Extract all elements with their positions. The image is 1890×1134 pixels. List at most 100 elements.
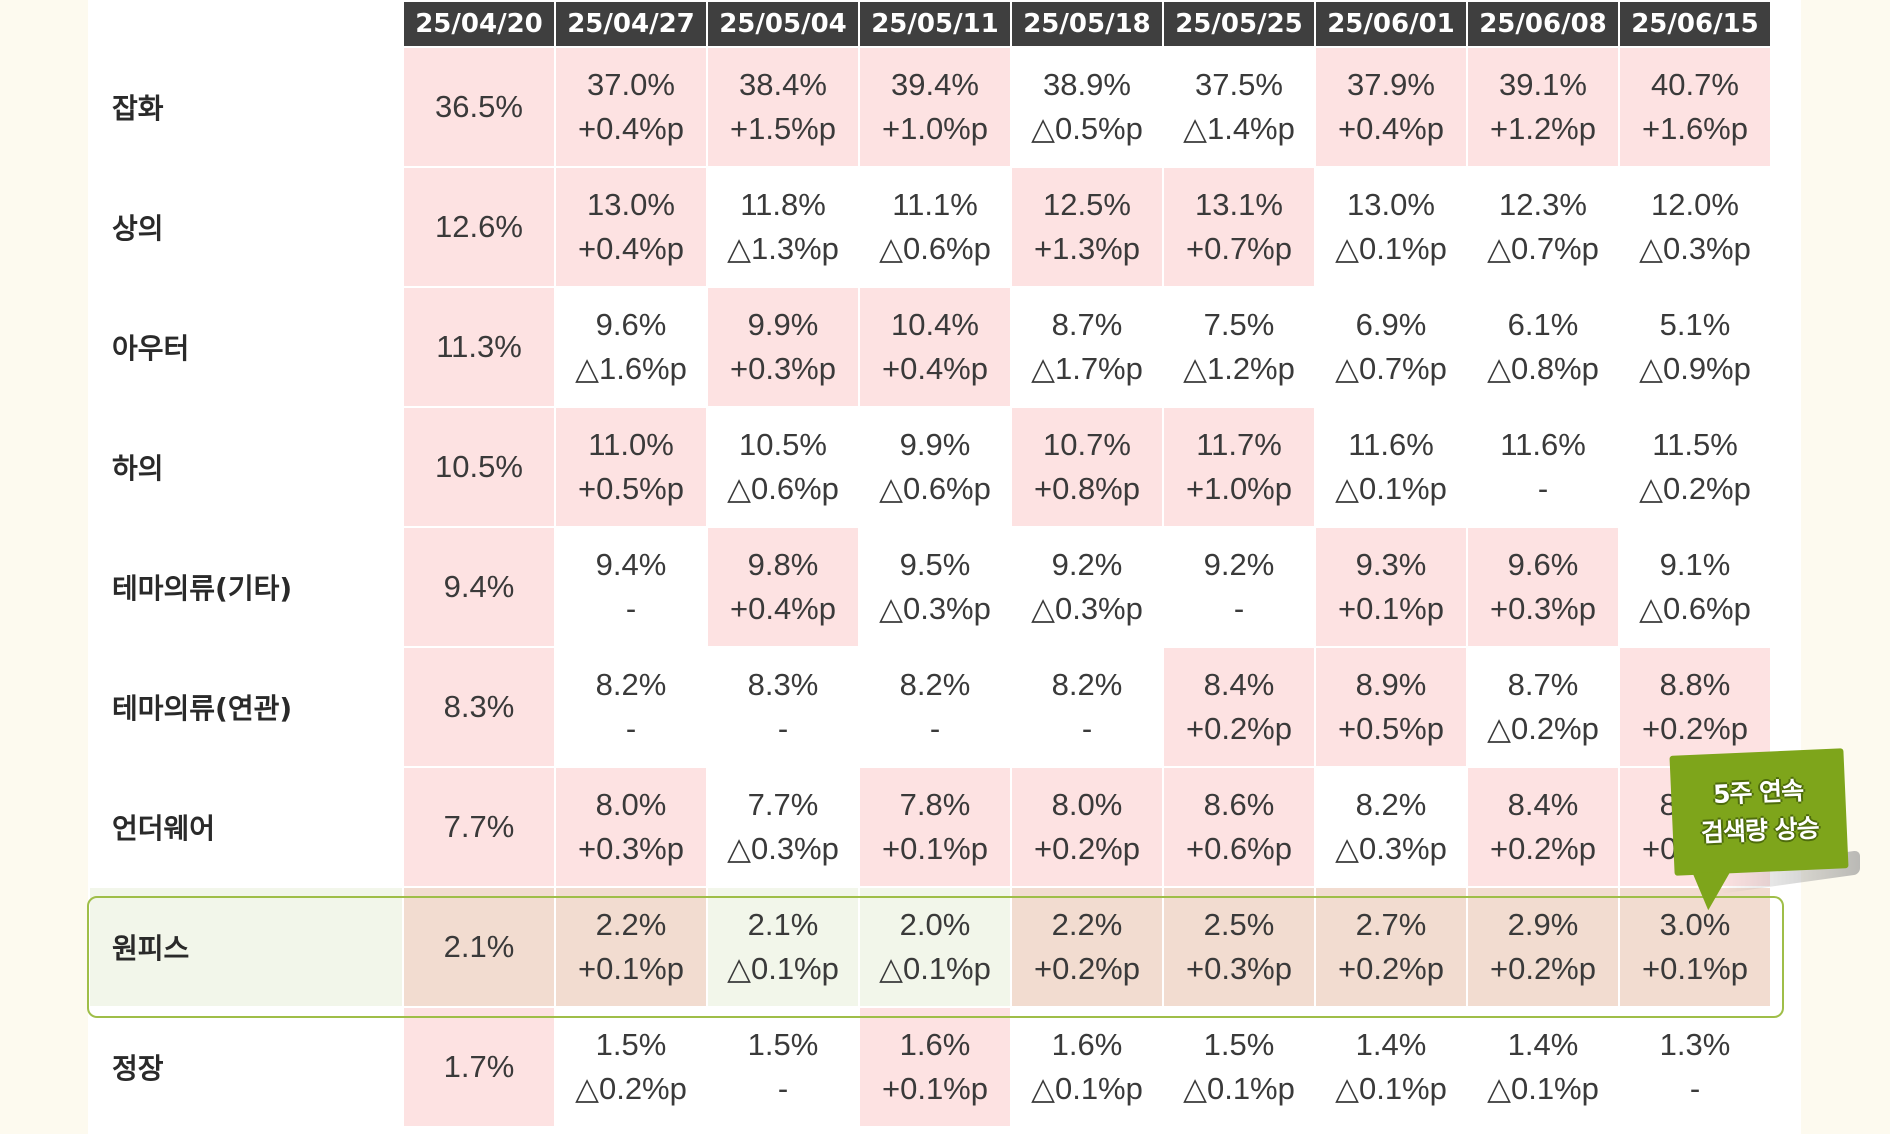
value-cell: 1.4% △0.1%p [1316,1008,1466,1126]
change-value: △0.1%p [1335,231,1447,266]
share-value: 7.7% [747,787,819,822]
value-cell: 9.5% △0.3%p [860,528,1010,646]
change-value: +1.5%p [729,111,836,146]
table-row: 잡화 36.5% 37.0% +0.4%p 38.4% +1.5%p 39.4% +1.0%p… [90,48,1770,166]
change-value: +0.6%p [1185,831,1292,866]
share-value: 7.5% [1203,307,1275,342]
value-cell: 8.6% +0.6%p [1164,768,1314,886]
change-value: +0.2%p [1337,951,1444,986]
share-value: 2.2% [1051,907,1123,942]
value-cell: 8.0% +0.2%p [1012,768,1162,886]
value-cell: 9.9% +0.3%p [708,288,858,406]
share-value: 8.0% [595,787,667,822]
change-value: △0.5%p [1031,111,1143,146]
value-cell: 9.2% - [1164,528,1314,646]
value-cell: 6.9% △0.7%p [1316,288,1466,406]
change-value: - [625,591,637,626]
value-cell: 2.1% [404,888,554,1006]
value-cell: 5.1% △0.9%p [1620,288,1770,406]
share-value: 8.4% [1507,787,1579,822]
change-value: - [1081,711,1093,746]
change-value: △0.1%p [1487,1071,1599,1106]
share-value: 12.0% [1651,187,1739,222]
share-value: 6.1% [1507,307,1579,342]
column-header-date: 25/05/11 [860,2,1010,46]
value-cell: 11.0% +0.5%p [556,408,706,526]
value-cell: 38.4% +1.5%p [708,48,858,166]
change-value: - [1537,471,1549,506]
value-cell: 10.5% [404,408,554,526]
value-cell: 7.5% △1.2%p [1164,288,1314,406]
value-cell: 7.7% △0.3%p [708,768,858,886]
change-value: △0.2%p [1639,471,1751,506]
share-value: 6.9% [1355,307,1427,342]
change-value: +0.3%p [1489,591,1596,626]
row-category-label: 원피스 [90,888,402,1006]
change-value: △0.7%p [1335,351,1447,386]
value-cell: 2.2% +0.2%p [1012,888,1162,1006]
value-cell: 2.9% +0.2%p [1468,888,1618,1006]
change-value: - [777,711,789,746]
share-value: 9.9% [899,427,971,462]
share-value: 38.4% [739,67,827,102]
share-value: 1.4% [1507,1027,1579,1062]
change-value: △0.1%p [1031,1071,1143,1106]
change-value: △0.6%p [1639,591,1751,626]
share-value: 2.5% [1203,907,1275,942]
change-value: +0.2%p [1489,831,1596,866]
share-value: 1.5% [747,1027,819,1062]
value-cell: 8.9% +0.5%p [1316,648,1466,766]
header-corner [90,2,402,46]
row-category-label: 상의 [90,168,402,286]
change-value: △0.3%p [727,831,839,866]
category-share-table: 25/04/20 25/04/27 25/05/04 25/05/11 25/05/18… [88,0,1772,1128]
header-row: 25/04/20 25/04/27 25/05/04 25/05/11 25/05/18… [90,2,1770,46]
share-value: 37.5% [1195,67,1283,102]
change-value: △0.7%p [1487,231,1599,266]
value-cell: 8.8% +0.2%p [1620,648,1770,766]
share-value: 36.5% [435,89,523,124]
callout-badge: 5주 연속 검색량 상승 [1669,748,1849,911]
change-value: +0.1%p [881,831,988,866]
share-value: 1.5% [1203,1027,1275,1062]
share-value: 3.0% [1659,907,1731,942]
callout-pointer [1692,871,1733,911]
change-value: +0.3%p [1185,951,1292,986]
share-value: 40.7% [1651,67,1739,102]
change-value: △0.2%p [575,1071,687,1106]
change-value: +0.4%p [577,111,684,146]
value-cell: 10.4% +0.4%p [860,288,1010,406]
value-cell: 40.7% +1.6%p [1620,48,1770,166]
share-value: 8.9% [1355,667,1427,702]
share-value: 13.0% [1347,187,1435,222]
share-value: 8.7% [1051,307,1123,342]
change-value: +0.2%p [1185,711,1292,746]
value-cell: 7.7% [404,768,554,886]
value-cell: 11.1% △0.6%p [860,168,1010,286]
change-value: +0.1%p [881,1071,988,1106]
value-cell: 1.5% △0.1%p [1164,1008,1314,1126]
change-value: +0.1%p [1337,591,1444,626]
value-cell: 9.6% +0.3%p [1468,528,1618,646]
share-value: 10.7% [1043,427,1131,462]
value-cell: 8.2% - [556,648,706,766]
value-cell: 9.9% △0.6%p [860,408,1010,526]
share-value: 8.2% [595,667,667,702]
value-cell: 1.7% [404,1008,554,1126]
share-value: 1.7% [443,1049,515,1084]
change-value: +0.2%p [1033,831,1140,866]
share-value: 39.1% [1499,67,1587,102]
share-value: 11.6% [1500,427,1586,462]
change-value: +1.3%p [1033,231,1140,266]
change-value: +0.5%p [577,471,684,506]
table-row: 언더웨어 7.7% 8.0% +0.3%p 7.7% △0.3%p 7.8% +0.1%p 8.… [90,768,1770,886]
value-cell: 9.4% - [556,528,706,646]
value-cell: 9.2% △0.3%p [1012,528,1162,646]
table-row: 테마의류(연관) 8.3% 8.2% - 8.3% - 8.2% - 8.2% - 8.4% +0.2… [90,648,1770,766]
share-value: 11.5% [1652,427,1738,462]
change-value: △0.2%p [1487,711,1599,746]
column-header-date: 25/05/04 [708,2,858,46]
value-cell: 37.5% △1.4%p [1164,48,1314,166]
row-category-label: 잡화 [90,48,402,166]
value-cell: 13.0% +0.4%p [556,168,706,286]
